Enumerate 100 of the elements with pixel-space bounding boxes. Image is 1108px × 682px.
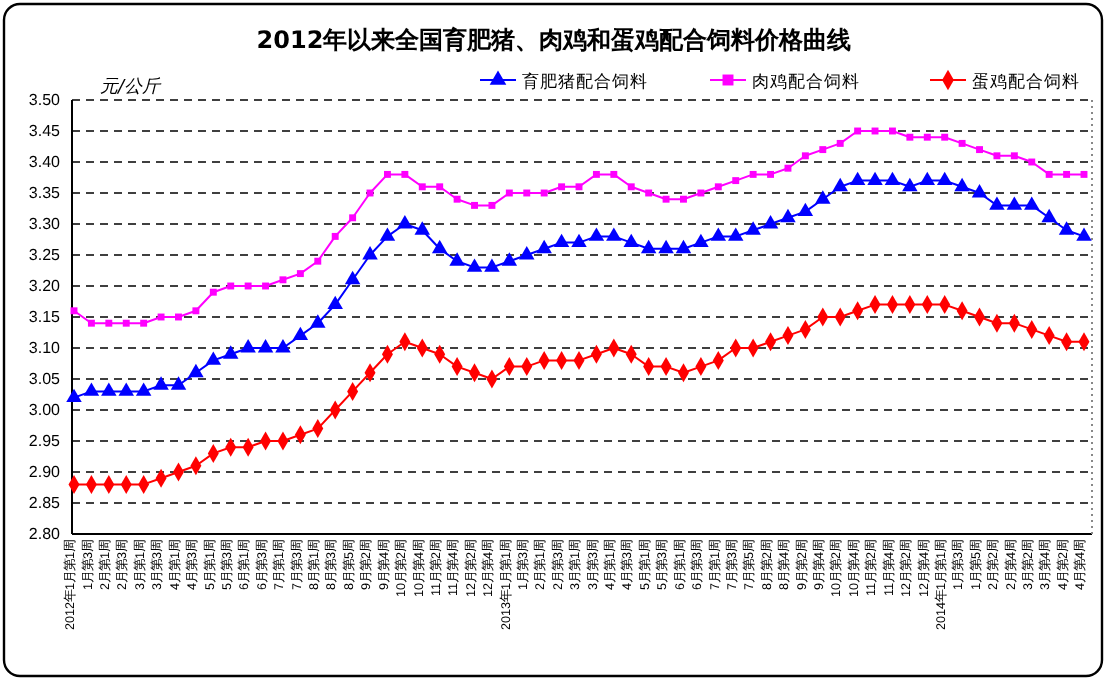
point (732, 177, 740, 185)
point (658, 239, 674, 254)
point (362, 246, 378, 260)
point (801, 152, 809, 160)
y-tick-label: 3.35 (28, 184, 62, 203)
point (727, 227, 744, 241)
point (453, 195, 461, 203)
y-tick-label: 2.90 (28, 463, 62, 482)
point (257, 339, 274, 353)
point (662, 195, 670, 203)
point (135, 382, 152, 396)
legend-label: 肉鸡配合饲料 (752, 71, 860, 93)
point (745, 221, 761, 235)
point (519, 246, 535, 260)
point (331, 232, 339, 240)
point (449, 252, 465, 266)
point (867, 171, 883, 186)
chart-title: 2012年以来全国育肥猪、肉鸡和蛋鸡配合饲料价格曲线 (256, 26, 852, 54)
point (501, 252, 518, 266)
point (418, 183, 426, 191)
y-tick-label: 3.40 (28, 153, 62, 172)
point (623, 233, 639, 248)
y-tick-label: 3.50 (28, 91, 62, 110)
y-tick-label: 3.15 (28, 308, 62, 327)
point (993, 152, 1001, 160)
point (327, 295, 343, 310)
point (1063, 170, 1071, 178)
y-tick-label: 3.30 (28, 215, 62, 234)
point (849, 171, 866, 186)
point (819, 146, 827, 154)
point (836, 139, 844, 147)
y-tick-label: 3.45 (28, 122, 62, 141)
legend-label: 蛋鸡配合饲料 (972, 71, 1080, 93)
point (170, 376, 187, 390)
y-tick-label: 3.20 (28, 277, 62, 296)
point (958, 139, 966, 147)
point (553, 233, 570, 248)
point (902, 177, 918, 192)
point (471, 201, 478, 209)
point (66, 388, 82, 403)
y-tick-label: 3.10 (28, 339, 62, 358)
point (310, 314, 326, 328)
point (675, 239, 692, 254)
point (436, 183, 444, 191)
point (610, 170, 618, 178)
point (466, 258, 483, 272)
point (349, 214, 357, 222)
point (1041, 208, 1057, 223)
point (344, 270, 361, 285)
point (592, 170, 600, 178)
point (140, 319, 148, 327)
point (383, 170, 391, 178)
point (693, 233, 709, 248)
point (188, 363, 204, 378)
y-tick-label: 3.25 (28, 246, 62, 265)
point (762, 215, 779, 229)
point (989, 196, 1005, 210)
y-axis-title: 元/公斤 (100, 76, 163, 98)
point (275, 339, 291, 353)
point (923, 133, 931, 141)
point (832, 177, 848, 192)
point (941, 133, 949, 141)
point (401, 170, 409, 178)
legend-label: 育肥猪配合饲料 (522, 71, 648, 93)
point (815, 190, 831, 204)
point (222, 345, 239, 359)
point (1024, 196, 1040, 210)
point (488, 201, 496, 209)
point (192, 307, 200, 315)
point (484, 258, 500, 272)
point (101, 382, 117, 396)
point (1076, 227, 1092, 241)
point (954, 177, 970, 192)
point (536, 239, 552, 254)
point (87, 319, 95, 327)
point (1058, 221, 1075, 235)
point (749, 170, 757, 178)
point (714, 183, 722, 191)
y-tick-label: 2.80 (28, 525, 62, 544)
y-tick-label: 3.05 (28, 370, 62, 389)
point (1010, 152, 1018, 160)
y-tick-label: 2.95 (28, 432, 62, 451)
point (118, 382, 134, 396)
point (240, 339, 256, 353)
point (314, 257, 322, 265)
point (1045, 170, 1053, 178)
point (884, 171, 901, 186)
point (971, 184, 988, 198)
point (296, 270, 304, 278)
point (292, 326, 309, 341)
point (558, 183, 566, 191)
point (627, 183, 635, 191)
point (105, 319, 113, 327)
y-tick-label: 2.85 (28, 494, 62, 513)
point (680, 195, 687, 203)
point (780, 208, 796, 223)
point (976, 146, 983, 154)
point (83, 382, 100, 396)
point (640, 239, 657, 254)
point (797, 202, 814, 217)
